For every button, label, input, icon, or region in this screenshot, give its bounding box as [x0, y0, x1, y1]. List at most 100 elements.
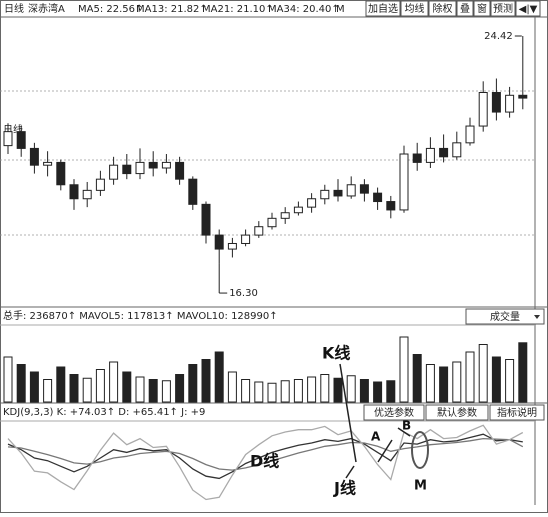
toolbar-button-label[interactable]: 窗: [477, 2, 487, 15]
ma-readout: MA5: 22.56↑: [78, 4, 143, 15]
volume-dropdown[interactable]: [465, 308, 545, 325]
low-label: 16.30: [229, 288, 258, 299]
volume-bar: [359, 379, 369, 403]
volume-bar: [148, 379, 158, 403]
volume-bar: [267, 382, 277, 403]
volume-bar: [307, 376, 317, 403]
volume-bar: [373, 381, 383, 403]
candle-body: [359, 184, 369, 194]
candle-body: [333, 189, 343, 197]
volume-bar: [465, 351, 475, 403]
candle-body: [267, 217, 277, 228]
toolbar-button[interactable]: [515, 0, 541, 17]
highlight-ellipse: [411, 431, 429, 469]
kdj-line: [7, 437, 524, 471]
kdj-line: [7, 424, 524, 501]
volume-panel: [3, 336, 528, 403]
toolbar-button[interactable]: [473, 0, 491, 17]
volume-bar: [333, 377, 343, 403]
candle-body: [175, 161, 185, 180]
indicator-button-label[interactable]: 默认参数: [437, 406, 477, 419]
dropdown-label[interactable]: 成交量: [490, 310, 520, 323]
indicator-button-label[interactable]: 优选参数: [374, 406, 414, 419]
toolbar-button[interactable]: [456, 0, 474, 17]
indicator-button-label[interactable]: 指标说明: [497, 406, 537, 419]
volume-bar: [95, 369, 105, 403]
volume-bar: [478, 344, 488, 403]
volume-bar: [161, 380, 171, 403]
volume-bar: [412, 354, 422, 403]
candle-body: [425, 147, 435, 163]
toolbar-button-label[interactable]: 预测: [493, 2, 513, 15]
toolbar-button[interactable]: [400, 0, 429, 17]
candle-body: [373, 192, 383, 203]
ma-readout: MA13: 21.82↑: [136, 4, 208, 15]
volume-bar: [3, 356, 13, 403]
candle-body: [135, 161, 145, 175]
volume-readout: 总手: 236870↑ MAVOL5: 117813↑ MAVOL10: 128…: [3, 309, 278, 322]
volume-bar: [346, 375, 356, 403]
candle-body: [452, 142, 462, 158]
toolbar-buttons: 加自选 均线 除权叠窗预测 ◀|▼: [365, 0, 541, 17]
candle-body: [346, 184, 356, 197]
toolbar-button-label[interactable]: ◀|▼: [519, 4, 538, 15]
volume-bar: [293, 379, 303, 403]
volume-bar: [320, 374, 330, 403]
volume-bar: [280, 380, 290, 403]
indicator-button[interactable]: [489, 404, 545, 421]
candle-body: [505, 94, 515, 113]
toolbar-button-label[interactable]: 均线: [405, 2, 425, 15]
candle-body: [214, 234, 224, 250]
toolbar-button[interactable]: [490, 0, 516, 17]
annotation-j: J线: [333, 479, 356, 498]
toolbar-button[interactable]: [365, 0, 401, 17]
candle-body: [16, 131, 26, 149]
volume-bar: [29, 371, 39, 403]
indicator-button[interactable]: [425, 404, 489, 421]
dropdown-arrow[interactable]: [534, 315, 540, 319]
annotation-d: D线: [250, 452, 279, 471]
candle-body: [109, 164, 119, 180]
candle-body: [478, 91, 488, 127]
volume-bar: [227, 371, 237, 403]
volume-bar: [399, 336, 409, 403]
indicator-button[interactable]: [363, 404, 425, 421]
arrow: [377, 439, 393, 463]
kdj-buttons: 优选参数 默认参数 指标说明: [363, 404, 545, 421]
candle-body: [399, 153, 409, 211]
volume-bar: [386, 380, 396, 403]
candle-body: [201, 203, 211, 236]
toolbar-button-label[interactable]: 除权: [433, 2, 453, 15]
candle-body: [82, 189, 92, 200]
toolbar-button[interactable]: [428, 0, 457, 17]
volume-bar: [439, 366, 449, 403]
candle-body: [29, 147, 39, 166]
candle-body: [491, 91, 501, 113]
candle-body: [43, 161, 53, 166]
volume-bar: [518, 342, 528, 403]
kdj-line: [7, 433, 523, 480]
annotation-b: B: [402, 419, 411, 433]
candle-body: [56, 161, 66, 186]
ma-readouts: MA5: 22.56↑MA13: 21.82↑MA21: 21.10↑MA34:…: [78, 4, 345, 15]
ma-readout: MA21: 21.10↑: [202, 4, 274, 15]
ma-readout: MA34: 20.40↑: [268, 4, 340, 15]
candle-body: [280, 212, 290, 219]
volume-bar: [135, 376, 145, 403]
toolbar-button-label[interactable]: 加自选: [368, 2, 398, 15]
annotation-m: M: [414, 479, 427, 494]
arrow: [339, 363, 357, 463]
volume-bar: [505, 359, 515, 403]
volume-bar: [188, 364, 198, 403]
price-panel: 24.42 16.30: [3, 31, 528, 299]
candle-body: [465, 125, 475, 144]
kdj-panel: [7, 424, 524, 501]
toolbar-button-label[interactable]: 叠: [460, 3, 470, 15]
stock-name: 深赤湾A: [28, 2, 65, 15]
candle-body: [148, 161, 158, 169]
candle-body: [188, 178, 198, 205]
candle-body: [412, 153, 422, 163]
kdj-readout: KDJ(9,3,3) K: +74.03↑ D: +65.41↑ J: +9: [3, 407, 205, 418]
